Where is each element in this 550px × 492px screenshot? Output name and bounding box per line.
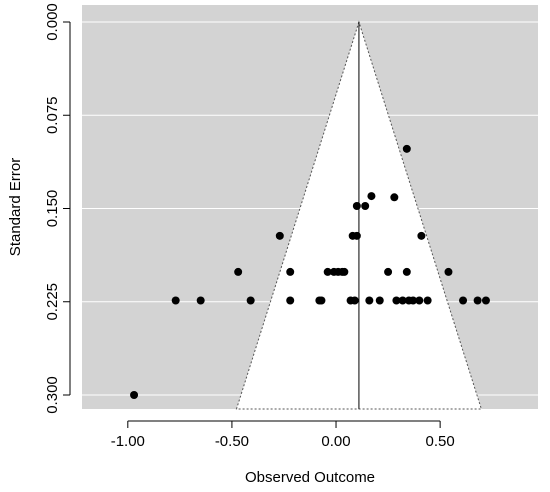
data-point <box>375 296 384 305</box>
data-point <box>365 296 374 305</box>
data-point <box>352 202 361 211</box>
x-tick-label: -0.50 <box>215 433 249 450</box>
data-point <box>402 144 411 153</box>
data-point <box>323 267 332 276</box>
y-axis: 0.000 0.075 0.150 0.225 0.300 <box>44 3 71 414</box>
data-point <box>402 267 411 276</box>
data-point <box>275 231 284 240</box>
data-point <box>171 296 180 305</box>
data-point <box>392 296 401 305</box>
data-point <box>234 267 243 276</box>
data-point <box>246 296 255 305</box>
data-point <box>317 296 326 305</box>
x-axis-title: Observed Outcome <box>245 469 375 486</box>
x-tick-label: -1.00 <box>111 433 145 450</box>
data-point <box>361 202 370 211</box>
data-point <box>409 296 418 305</box>
data-point <box>473 296 482 305</box>
data-point <box>398 296 407 305</box>
x-tick-label: 0.50 <box>426 433 455 450</box>
data-point <box>196 296 205 305</box>
data-point <box>340 267 349 276</box>
y-tick-label: 0.075 <box>44 96 61 134</box>
y-tick-label: 0.300 <box>44 376 61 414</box>
y-axis-title: Standard Error <box>7 158 24 256</box>
x-axis: -1.00 -0.50 0.00 0.50 <box>111 420 455 450</box>
y-tick-label: 0.150 <box>44 190 61 228</box>
y-tick-label: 0.000 <box>44 3 61 41</box>
y-tick-label: 0.225 <box>44 283 61 321</box>
data-point <box>390 193 399 202</box>
data-point <box>286 267 295 276</box>
data-point <box>367 192 376 201</box>
data-point <box>286 296 295 305</box>
data-points <box>130 144 490 399</box>
data-point <box>459 296 468 305</box>
x-tick-label: 0.00 <box>321 433 350 450</box>
data-point <box>415 296 424 305</box>
data-point <box>423 296 432 305</box>
data-point <box>481 296 490 305</box>
data-point <box>352 231 361 240</box>
data-point <box>417 231 426 240</box>
data-point <box>384 267 393 276</box>
data-point <box>350 296 359 305</box>
data-point <box>130 391 139 399</box>
data-point <box>444 267 453 276</box>
